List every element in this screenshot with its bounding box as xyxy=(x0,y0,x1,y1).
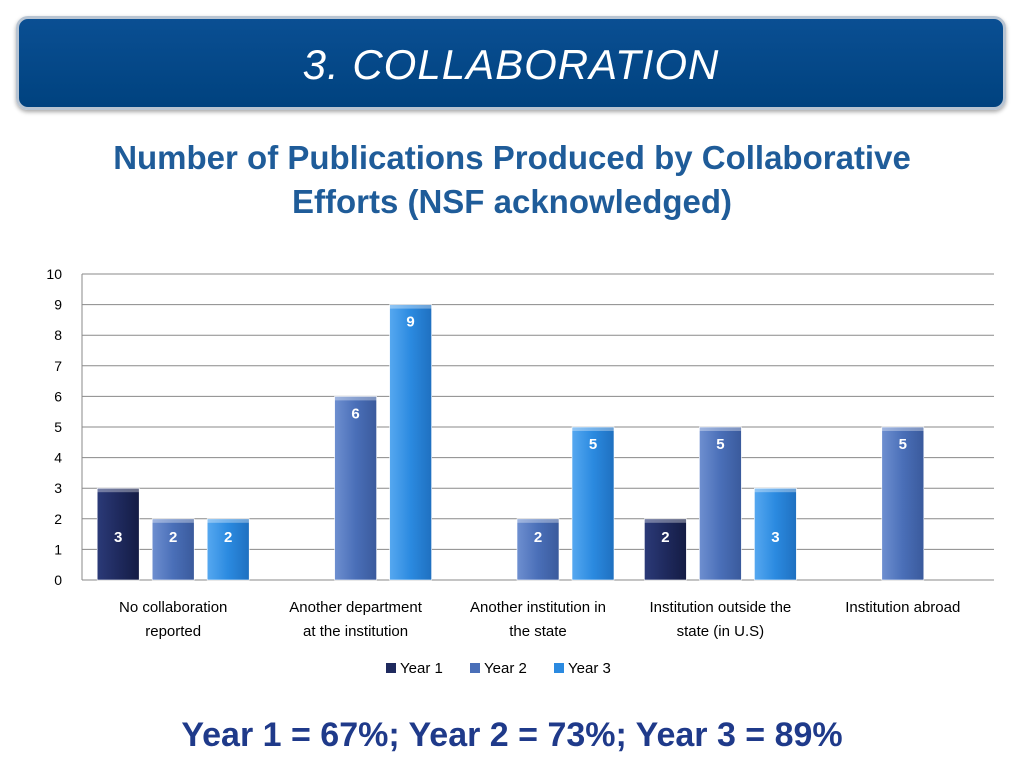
data-label: 5 xyxy=(589,436,597,453)
x-category-label: Another institution in xyxy=(470,599,606,616)
legend-swatch xyxy=(470,663,480,673)
data-label: 9 xyxy=(406,314,414,331)
data-label: 2 xyxy=(224,529,232,546)
x-category-label: the state xyxy=(509,623,567,640)
bar-cap xyxy=(754,488,797,493)
data-label: 3 xyxy=(771,529,779,546)
x-category-label: Institution abroad xyxy=(845,599,960,616)
y-tick-label: 8 xyxy=(54,327,62,343)
data-label: 5 xyxy=(899,436,907,453)
bar-cap xyxy=(572,427,614,431)
y-tick-label: 7 xyxy=(54,358,62,374)
bar xyxy=(206,518,250,581)
y-tick-label: 6 xyxy=(54,388,62,404)
bar xyxy=(96,487,140,581)
legend-label: Year 2 xyxy=(484,660,527,677)
data-label: 2 xyxy=(534,529,542,546)
data-label: 6 xyxy=(351,405,359,422)
bar xyxy=(389,304,432,581)
bar xyxy=(151,518,195,581)
data-label: 3 xyxy=(114,529,122,546)
bar xyxy=(881,426,925,581)
bar-cap xyxy=(881,427,924,431)
legend-label: Year 1 xyxy=(400,660,443,677)
banner-title: 3. COLLABORATION xyxy=(302,41,720,88)
y-tick-label: 4 xyxy=(54,450,62,466)
y-tick-label: 5 xyxy=(54,419,62,435)
bar-cap xyxy=(517,518,559,523)
legend-swatch xyxy=(386,663,396,673)
y-tick-label: 0 xyxy=(54,572,62,588)
bar-cap xyxy=(334,396,377,401)
legend-label: Year 3 xyxy=(568,660,611,677)
x-category-label: state (in U.S) xyxy=(677,623,765,640)
bar xyxy=(334,396,377,581)
y-tick-label: 3 xyxy=(54,480,62,496)
x-category-label: Another department xyxy=(289,599,422,616)
summary-text: Year 1 = 67%; Year 2 = 73%; Year 3 = 89% xyxy=(181,716,843,754)
bar-cap xyxy=(699,427,742,431)
data-label: 2 xyxy=(661,529,669,546)
bar-chart: 0 1 2 3 4 5 6 7 8 9 10 3 2 2 No collaboration reported 6… xyxy=(46,266,994,677)
bar-cap xyxy=(389,304,432,309)
bar-cap xyxy=(207,518,250,523)
y-tick-label: 9 xyxy=(54,297,62,313)
bar-cap xyxy=(152,518,195,523)
bar xyxy=(516,518,560,581)
y-tick-label: 2 xyxy=(54,511,62,527)
x-category-label: at the institution xyxy=(303,623,408,640)
x-category-label: reported xyxy=(145,623,201,640)
bar-cap xyxy=(644,518,687,523)
data-label: 5 xyxy=(716,436,724,453)
bar xyxy=(754,487,797,581)
data-label: 2 xyxy=(169,529,177,546)
legend-swatch xyxy=(554,663,564,673)
x-category-label: Institution outside the xyxy=(650,599,792,616)
chart-title: Number of Publications Produced by Colla… xyxy=(113,139,911,220)
bar xyxy=(644,518,687,581)
y-tick-label: 1 xyxy=(54,541,62,557)
y-tick-label: 10 xyxy=(46,266,62,282)
bar xyxy=(699,426,742,581)
bar xyxy=(571,426,615,581)
bar-cap xyxy=(97,488,140,493)
x-category-label: No collaboration xyxy=(119,599,227,616)
title-banner: 3. COLLABORATION xyxy=(16,16,1006,110)
